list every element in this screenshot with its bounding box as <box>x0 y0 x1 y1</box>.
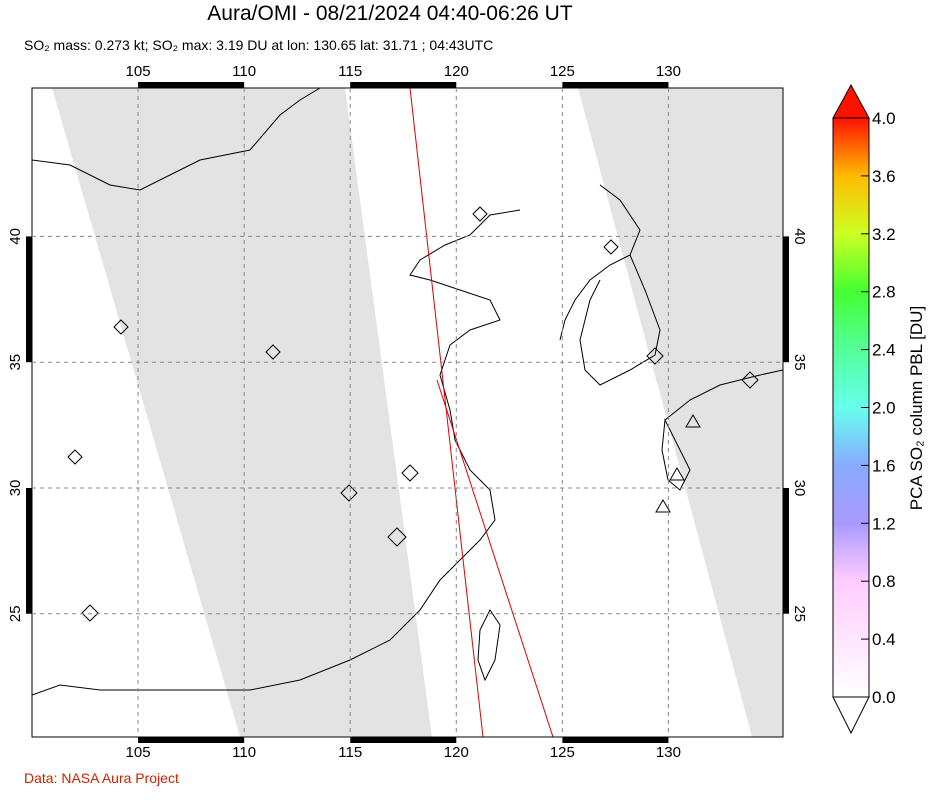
x-tick-label: 125 <box>550 63 575 80</box>
colorbar-min-arrow <box>832 696 870 735</box>
colorbar-tick-label: 4.0 <box>872 109 896 128</box>
y-tick-label: 30 <box>7 480 24 497</box>
frame-bar <box>562 737 669 743</box>
no-data-swath-gap <box>578 88 783 737</box>
colorbar-tick-label: 1.2 <box>872 514 896 533</box>
chart-subtitle: SO₂ mass: 0.273 kt; SO₂ max: 3.19 DU at … <box>24 37 493 53</box>
frame-bar <box>783 487 789 614</box>
x-tick-label: 125 <box>550 744 575 761</box>
orbit-track <box>436 379 554 737</box>
chart-title: Aura/OMI - 08/21/2024 04:40-06:26 UT <box>207 2 573 25</box>
plot-frame <box>31 87 784 738</box>
x-tick-label: 120 <box>444 63 469 80</box>
x-tick-label: 110 <box>232 63 256 80</box>
frame-bar <box>26 487 32 614</box>
colorbar-tick-label: 1.6 <box>872 456 896 475</box>
colorbar-tick-label: 0.8 <box>872 572 896 591</box>
x-tick-label: 115 <box>338 744 362 761</box>
colorbar-tick-label: 2.0 <box>872 399 896 418</box>
no-data-swath-gap <box>52 88 432 737</box>
colorbar-label: PCA SO₂ column PBL [DU] <box>907 306 926 510</box>
frame-bar <box>350 737 457 743</box>
frame-bar <box>138 82 245 88</box>
x-tick-label: 130 <box>656 744 681 761</box>
x-tick-label: 120 <box>444 744 469 761</box>
x-tick-label: 130 <box>656 63 681 80</box>
colorbar-tick-label: 0.4 <box>872 630 896 649</box>
y-tick-label: 35 <box>791 354 808 371</box>
x-tick-label: 105 <box>126 744 151 761</box>
frame-bar <box>783 236 789 363</box>
y-tick-label: 30 <box>791 480 808 497</box>
y-tick-label: 40 <box>7 228 24 245</box>
colorbar-tick-label: 3.2 <box>872 225 896 244</box>
x-tick-label: 105 <box>126 63 151 80</box>
colorbar-max-arrow <box>832 83 870 119</box>
y-tick-label: 35 <box>7 354 24 371</box>
colorbar-tick-label: 2.8 <box>872 283 896 302</box>
colorbar-tick-label: 2.4 <box>872 341 896 360</box>
y-tick-label: 25 <box>7 605 24 622</box>
coastlines <box>32 88 783 696</box>
x-tick-label: 110 <box>232 744 256 761</box>
frame-bar <box>138 737 245 743</box>
frame-bar <box>350 82 457 88</box>
x-tick-label: 115 <box>338 63 362 80</box>
y-tick-label: 25 <box>791 605 808 622</box>
volcano-markers <box>67 206 759 622</box>
frame-bar <box>562 82 669 88</box>
frame-bar <box>26 236 32 363</box>
colorbar-tick-label: 0.0 <box>872 688 896 707</box>
orbit-track <box>409 88 484 737</box>
map-area <box>32 88 783 737</box>
y-tick-label: 40 <box>791 228 808 245</box>
footer: Data: NASA Aura Project <box>24 770 179 786</box>
colorbar-tick-label: 3.6 <box>872 167 896 186</box>
